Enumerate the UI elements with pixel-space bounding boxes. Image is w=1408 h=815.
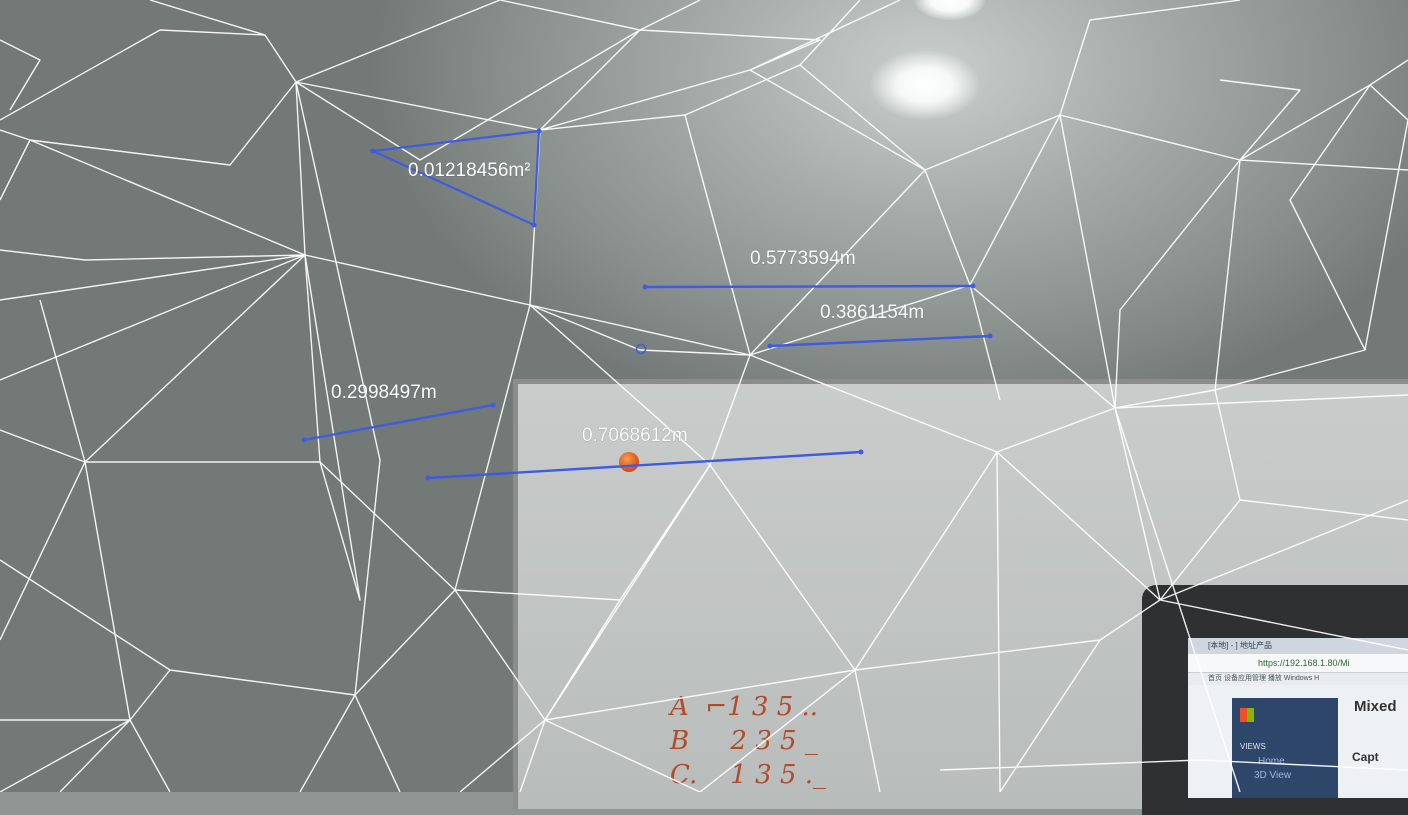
measurement-label: 0.3861154m	[820, 302, 924, 323]
length-measurement: 0.5773594m	[642, 248, 976, 290]
browser-tab: [本地] - ] 地址产品	[1188, 638, 1408, 654]
measure-point	[767, 343, 773, 349]
browser-bookmarks: 首页 设备应用管理 播放 Windows H	[1188, 673, 1408, 685]
portal-sidebar: VIEWS Home 3D View	[1232, 698, 1338, 798]
whiteboard-line: B 2 3 5 _	[670, 726, 818, 756]
measure-point	[490, 402, 496, 408]
measure-point	[425, 475, 431, 481]
measure-point	[642, 284, 648, 290]
measure-point	[536, 128, 542, 134]
whiteboard-writing: A ⌐1 3 5 .. B 2 3 5 _ C. 1 3 5 ._	[670, 690, 826, 792]
measure-point	[370, 148, 376, 154]
whiteboard-line: A ⌐1 3 5 ..	[670, 692, 819, 722]
measurement-label: 0.01218456m²	[408, 160, 531, 181]
measure-line	[769, 334, 991, 348]
monitor-screen: [本地] - ] 地址产品 https://192.168.1.80/Mi 首页…	[1188, 638, 1408, 798]
home-label: Home	[1258, 756, 1285, 767]
measure-point	[970, 283, 976, 289]
measure-line	[303, 403, 494, 442]
measure-point	[531, 222, 537, 228]
view3d-label: 3D View	[1254, 770, 1292, 781]
length-measurement: 0.2998497m	[301, 382, 496, 443]
spatial-mesh-wireframe	[0, 0, 1408, 792]
measure-line	[427, 450, 862, 480]
length-measurement: 0.3861154m	[767, 302, 993, 349]
windows-logo-icon	[1240, 708, 1254, 722]
ceiling-lamp	[915, 0, 985, 20]
measure-line	[644, 284, 974, 289]
area-triangle	[369, 129, 541, 227]
measure-point	[858, 449, 864, 455]
measurement-label: 0.2998497m	[331, 382, 437, 403]
capture-label: Capt	[1352, 750, 1379, 764]
browser-url: https://192.168.1.80/Mi	[1188, 654, 1408, 673]
measurement-label: 0.7068612m	[582, 425, 688, 446]
area-measurement: 0.01218456m²	[369, 128, 542, 228]
measure-point	[987, 333, 993, 339]
ceiling-light-glow	[870, 50, 980, 120]
whiteboard-line: C. 1 3 5 ._	[670, 760, 826, 790]
measure-point	[301, 437, 307, 443]
portal-title: Mixed	[1354, 698, 1397, 715]
gaze-cursor-icon	[635, 343, 647, 355]
measurement-overlay: 0.01218456m² 0.5773594m 0.3861154m 0.299…	[301, 128, 993, 481]
measurement-label: 0.5773594m	[750, 248, 856, 269]
length-measurement: 0.7068612m	[425, 425, 864, 481]
views-label: VIEWS	[1240, 742, 1266, 751]
